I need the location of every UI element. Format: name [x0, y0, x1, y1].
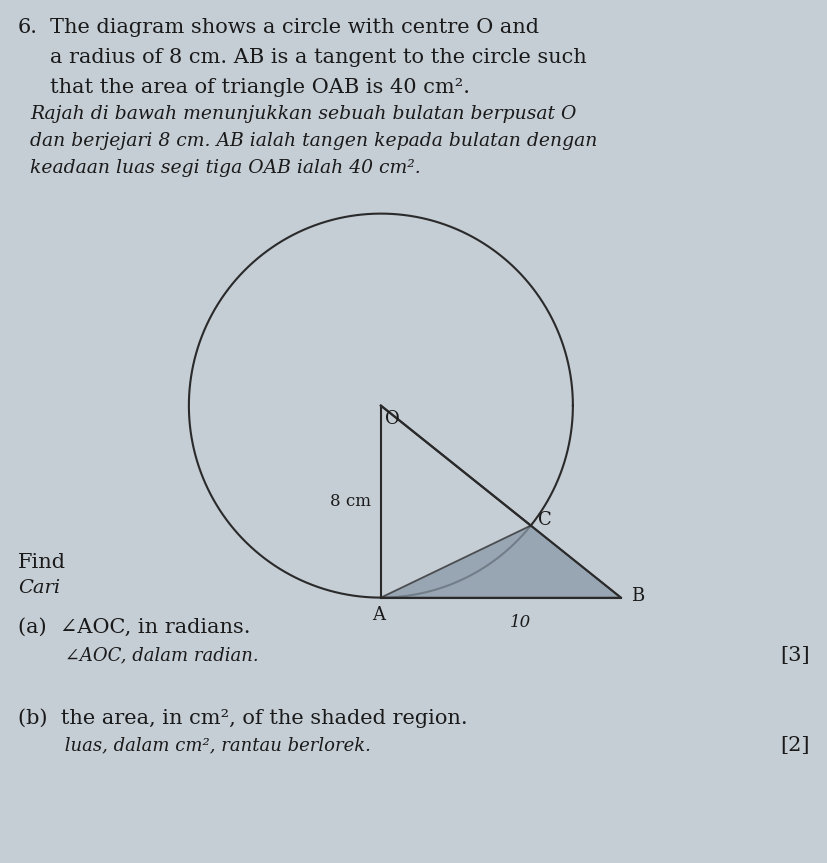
Text: Find: Find: [18, 553, 66, 572]
Text: C: C: [538, 511, 551, 528]
Text: dan berjejari 8 cm. AB ialah tangen kepada bulatan dengan: dan berjejari 8 cm. AB ialah tangen kepa…: [30, 132, 596, 150]
Text: O: O: [385, 410, 399, 427]
Text: Rajah di bawah menunjukkan sebuah bulatan berpusat O: Rajah di bawah menunjukkan sebuah bulata…: [30, 105, 576, 123]
Text: [2]: [2]: [780, 736, 809, 755]
Text: a radius of 8 cm. AB is a tangent to the circle such: a radius of 8 cm. AB is a tangent to the…: [50, 48, 586, 67]
Text: luas, dalam cm², rantau berlorek.: luas, dalam cm², rantau berlorek.: [36, 736, 370, 754]
Polygon shape: [380, 526, 620, 597]
Text: [3]: [3]: [779, 646, 809, 665]
Text: keadaan luas segi tiga OAB ialah 40 cm².: keadaan luas segi tiga OAB ialah 40 cm².: [30, 159, 420, 177]
Text: that the area of triangle OAB is 40 cm².: that the area of triangle OAB is 40 cm².: [50, 78, 470, 97]
Text: (b)  the area, in cm², of the shaded region.: (b) the area, in cm², of the shaded regi…: [18, 708, 467, 728]
Text: 10: 10: [509, 614, 531, 631]
Text: A: A: [372, 606, 385, 624]
Text: The diagram shows a circle with centre O and: The diagram shows a circle with centre O…: [50, 18, 538, 37]
Text: B: B: [630, 587, 643, 605]
Text: 6.: 6.: [18, 18, 38, 37]
Text: ∠AOC, dalam radian.: ∠AOC, dalam radian.: [36, 646, 258, 664]
Text: 8 cm: 8 cm: [329, 493, 370, 510]
Text: (a)  ∠AOC, in radians.: (a) ∠AOC, in radians.: [18, 618, 251, 637]
Text: Cari: Cari: [18, 579, 60, 597]
